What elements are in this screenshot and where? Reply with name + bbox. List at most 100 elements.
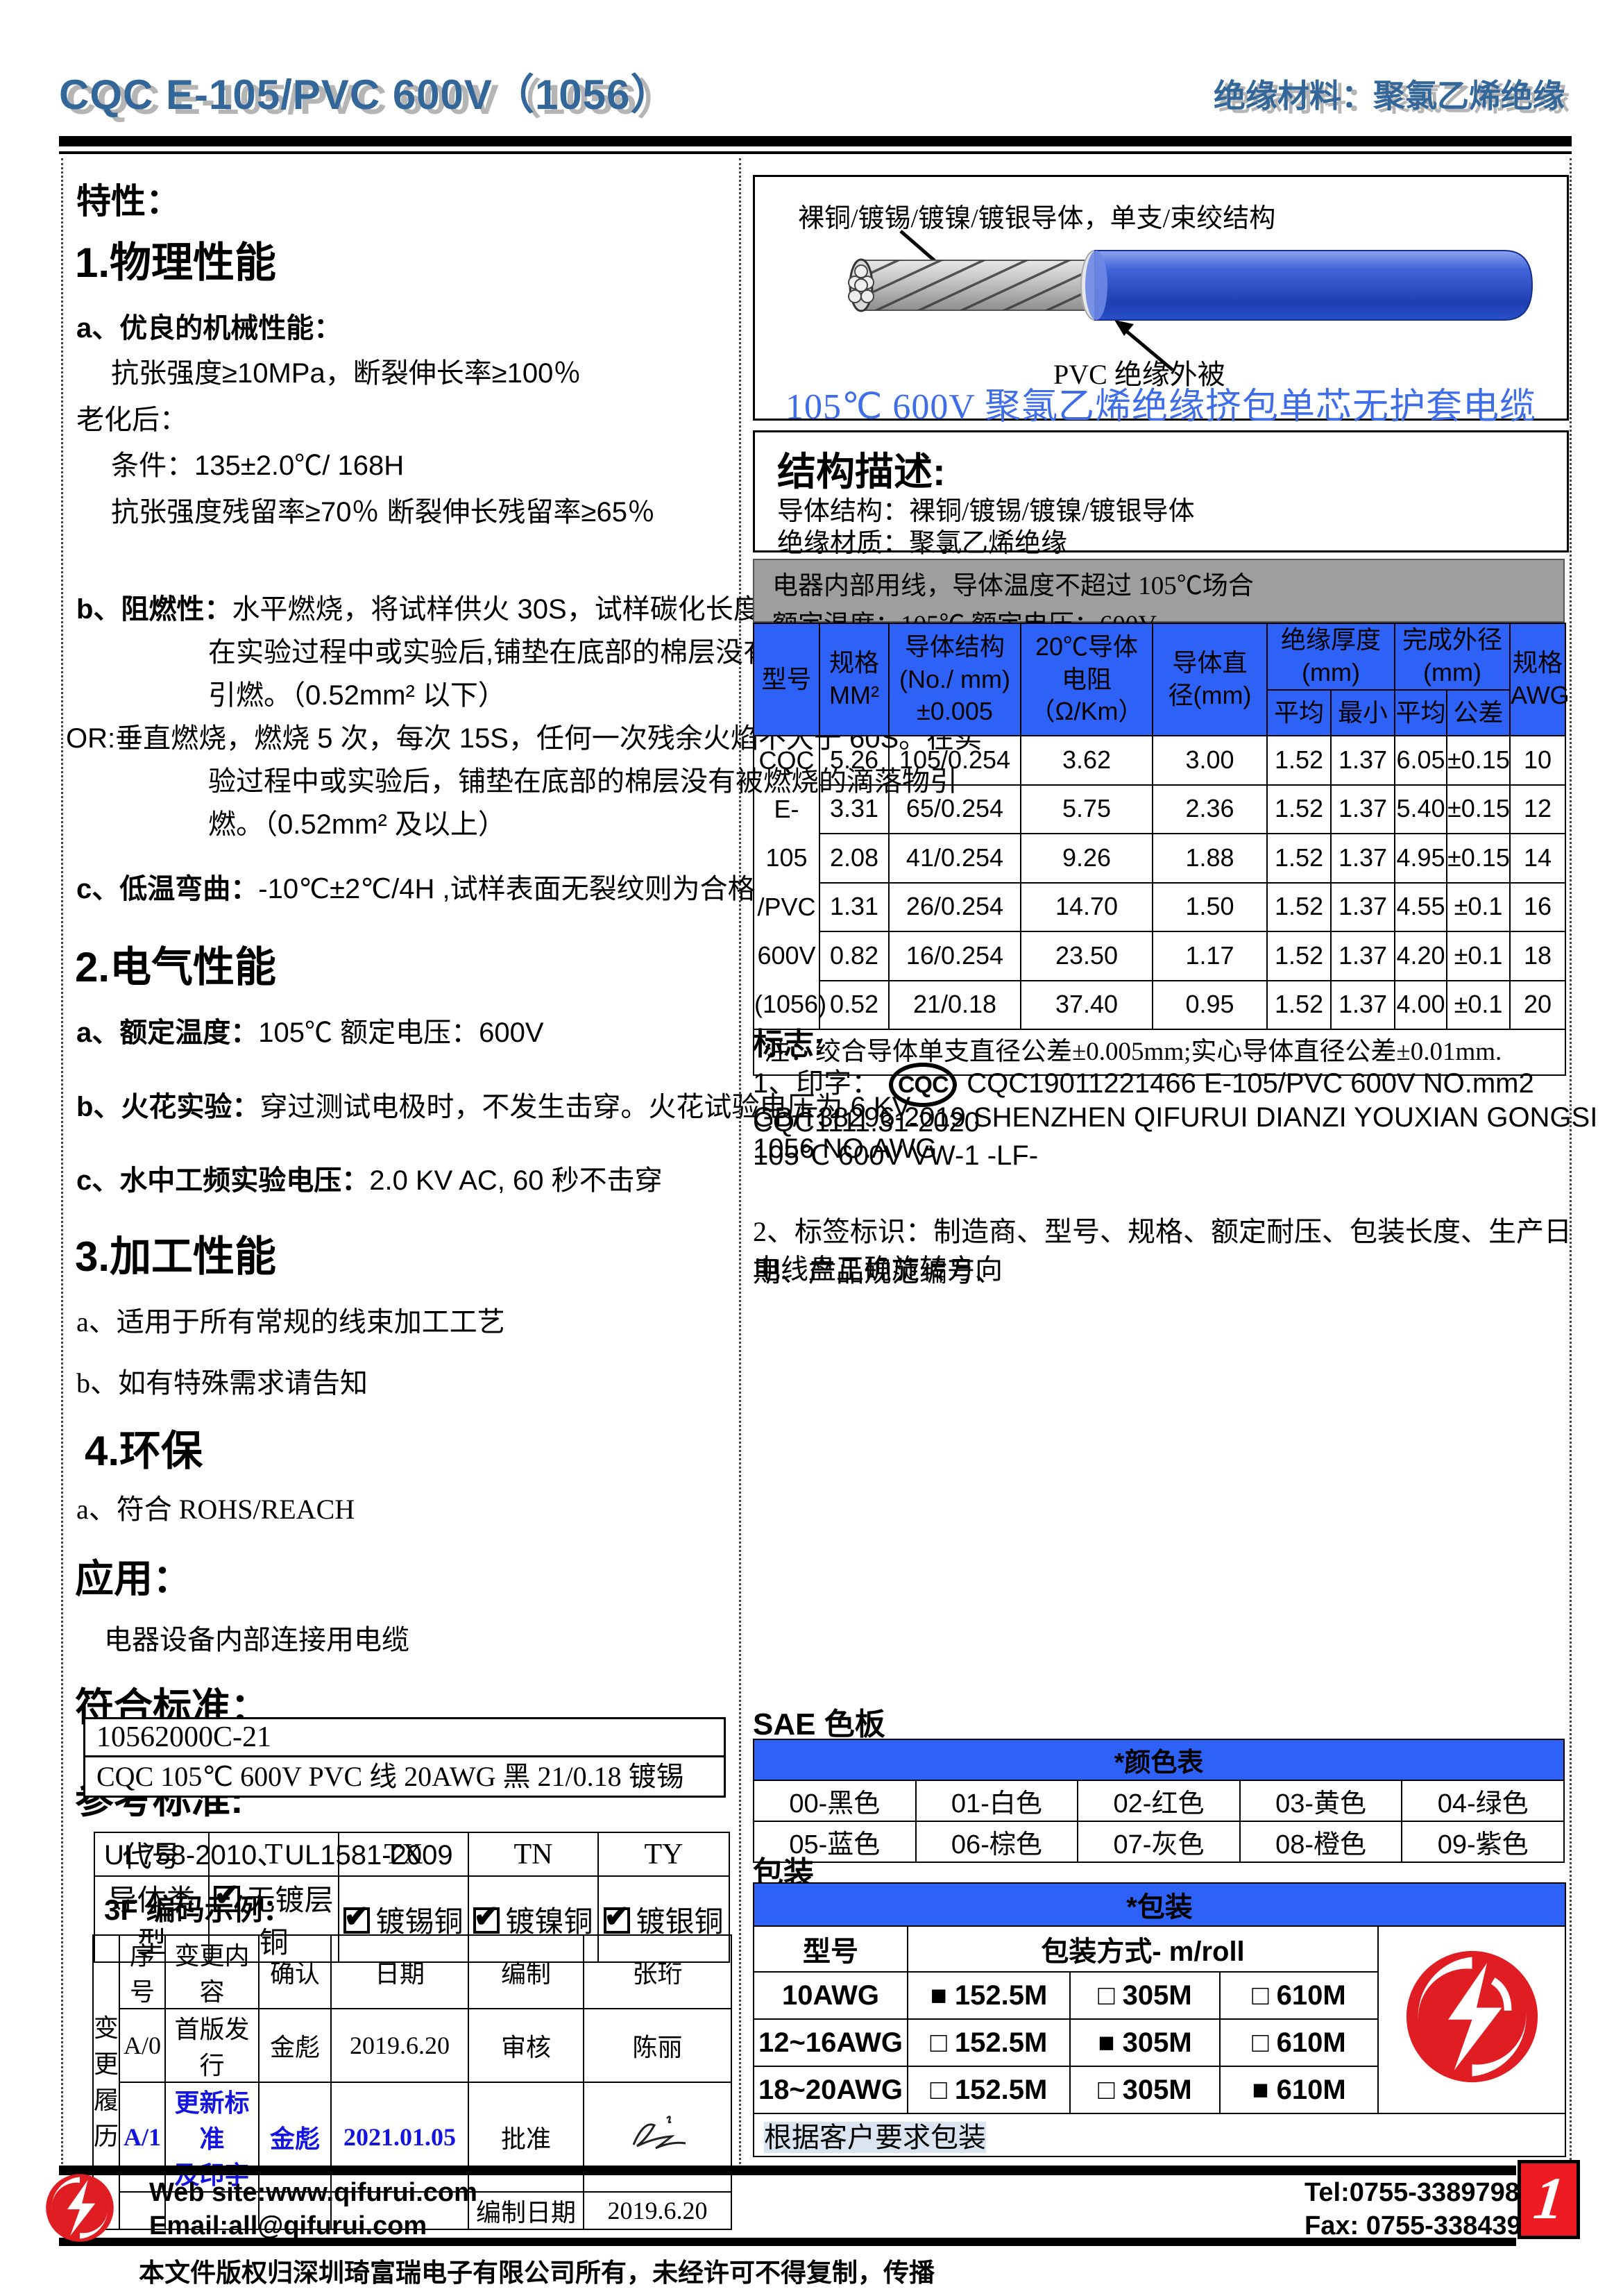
footer-rule-bottom: [59, 2238, 1516, 2246]
flame-label: b、阻燃性：: [76, 594, 232, 625]
cold-bend-label: c、低温弯曲：: [76, 874, 259, 904]
pack-1216awg-610[interactable]: □ 610M: [1219, 2018, 1379, 2067]
history-a1-content: 更新标准 及印字: [164, 2082, 260, 2193]
pack-10awg-610[interactable]: □ 610M: [1219, 1971, 1379, 2020]
code-example-box: 10562000C-21 CQC 105℃ 600V PVC 线 20AWG 黑…: [83, 1717, 726, 1798]
pack-10awg-152[interactable]: ■ 152.5M: [907, 1971, 1071, 2020]
pack-1216awg-152[interactable]: □ 152.5M: [907, 2018, 1071, 2067]
history-prep-date-value: 2019.6.20: [583, 2191, 732, 2230]
history-h-confirm: 确认: [258, 1934, 332, 2009]
color-table-header: *颜色表: [753, 1739, 1565, 1781]
usage-note-band: 电器内部用线，导体温度不超过 105℃场合 额定温度：105℃ 额定电压：600…: [753, 559, 1565, 639]
history-h-review: 审核: [468, 2008, 584, 2083]
code-example-code: 10562000C-21: [85, 1719, 724, 1757]
pack-1820awg-152[interactable]: □ 152.5M: [907, 2066, 1071, 2114]
spec-row: 0.82 16/0.254 23.50 1.17 1.52 1.37 4.20 ±0.1 18: [754, 931, 1567, 981]
or-line3: 燃。（0.52mm² 及以上）: [208, 809, 506, 840]
color-03-yellow: 03-黄色: [1239, 1780, 1403, 1822]
cold-bend-text: -10℃±2℃/4H ,试样表面无裂纹则为合格: [258, 874, 756, 904]
history-prep-date-label: 编制日期: [468, 2191, 584, 2230]
spec-h-resistance: 20℃导体 电阻 （Ω/Km）: [1020, 623, 1153, 736]
history-h-prepare: 编制: [468, 1934, 584, 2009]
pack-1820awg-610[interactable]: ■ 610M: [1219, 2066, 1379, 2114]
processing-a-text: a、适用于所有常规的线束加工工艺: [76, 1306, 505, 1337]
code-header-tx: TX: [338, 1832, 469, 1877]
cable-image: [848, 250, 1533, 321]
rated-temp-text: 105℃ 额定电压：600V: [258, 1018, 544, 1048]
aging-label: 老化后：: [76, 405, 187, 435]
rated-temp-label: a、额定温度：: [76, 1018, 259, 1048]
history-a0-content: 首版发行: [164, 2008, 260, 2083]
section-physical-title: 1.物理性能: [75, 239, 277, 286]
packaging-note: 根据客户要求包装: [764, 2122, 986, 2153]
company-logo-cell: [1377, 1925, 1567, 2114]
history-h-seq: 序号: [119, 1934, 166, 2009]
spec-row: 1.31 26/0.254 14.70 1.50 1.52 1.37 4.55 ±0.1 16: [754, 881, 1567, 933]
footer-tel: Tel:0755-33897988: [1305, 2178, 1534, 2207]
footer-rule-top: [59, 2166, 1516, 2175]
history-a1-confirm: 金彪: [258, 2082, 332, 2193]
section-traits-title: 特性：: [76, 182, 180, 221]
marks-item1-label: 1、印字：: [753, 1068, 880, 1099]
cqc-logo-icon: CQC: [889, 1063, 958, 1108]
spark-test-text: 穿过测试电极时，不发生击穿。火花试验电压为 6 KV: [260, 1092, 911, 1122]
spec-row: 2.08 41/0.254 9.26 1.88 1.52 1.37 4.95 ±0.15 14: [754, 833, 1567, 884]
color-07-gray: 07-灰色: [1077, 1821, 1241, 1863]
marks-item1-line3: 105℃ 600V VW-1 -LF-: [753, 1140, 1039, 1171]
cable-product-title: 105℃ 600V 聚氯乙烯绝缘挤包单芯无护套电缆: [785, 387, 1536, 427]
section-processing-title: 3.加工性能: [75, 1233, 277, 1280]
water-test-text: 2.0 KV AC, 60 秒不击穿: [369, 1165, 663, 1196]
checkbox-bare-copper[interactable]: 无镀层铜: [208, 1875, 339, 1963]
history-a1-date: 2021.01.05: [330, 2082, 469, 2193]
history-approval-signature: [583, 2082, 732, 2193]
history-h-content: 变更内容: [164, 1934, 260, 2009]
spec-h-mm2: 规格 MM²: [819, 623, 890, 736]
marks-item2-line2: 电线盘正确旋转方向: [753, 1253, 1003, 1285]
marks-item2-line1: 2、标签标识：制造商、型号、规格、额定耐压、包装长度、生产日期、产品规范编号、: [753, 1216, 1572, 1288]
packaging-col-model: 型号: [753, 1925, 908, 1973]
arrow-up-icon: [1114, 320, 1174, 371]
section-application-title: 应用：: [75, 1557, 192, 1601]
footer-copyright: 本文件版权归深圳琦富瑞电子有限公司所有，未经许可不得复制，传播: [139, 2259, 935, 2288]
footer-website[interactable]: Web site:www.qifurui.com: [149, 2178, 477, 2207]
spec-h-ins-avg: 平均: [1266, 689, 1332, 736]
cable-illustration-box: 裸铜/镀锡/镀镍/镀银导体，单支/束绞结构: [753, 175, 1569, 427]
frame-divider: [739, 158, 741, 2164]
checked-box-icon: [343, 1899, 371, 1934]
color-08-orange: 08-橙色: [1239, 1821, 1403, 1863]
spec-h-insulation: 绝缘厚度 (mm): [1266, 623, 1396, 691]
physical-a-label: a、优良的机械性能：: [76, 313, 342, 344]
spec-h-od-tol: 公差: [1446, 689, 1511, 736]
code-header-t: T: [208, 1832, 339, 1877]
spark-test-label: b、火花实验：: [76, 1092, 260, 1122]
code-header-ty: TY: [597, 1832, 730, 1877]
history-reviewed-by: 陈丽: [583, 2008, 732, 2083]
spec-row: 0.52 21/0.18 37.40 0.95 1.52 1.37 4.00 ±0.1 20: [754, 979, 1567, 1031]
spec-table: 型号 规格 MM² 导体结构 (No./ mm) ±0.005 20℃导体 电阻…: [752, 623, 1570, 1077]
checked-box-icon: [214, 1877, 241, 1913]
conductor-callout-label: 裸铜/镀锡/镀镍/镀银导体，单支/束绞结构: [798, 204, 1276, 233]
history-a0-seq: A/0: [119, 2008, 166, 2083]
packaging-table-header: *包装: [752, 1882, 1567, 1927]
footer-email[interactable]: Email:all@qifurui.com: [149, 2211, 427, 2240]
insulation-callout-label: PVC 绝缘外被: [1053, 359, 1225, 390]
history-a0-date: 2019.6.20: [330, 2008, 469, 2083]
pack-1820awg-305[interactable]: □ 305M: [1069, 2066, 1221, 2114]
marks-title: 标志:: [753, 1027, 824, 1061]
env-a-text: a、符合 ROHS/REACH: [76, 1494, 355, 1525]
history-a1-seq: A/1: [119, 2082, 166, 2193]
color-02-red: 02-红色: [1077, 1780, 1241, 1822]
pack-1216awg-305[interactable]: ■ 305M: [1069, 2018, 1221, 2067]
section-electrical-title: 2.电气性能: [75, 944, 277, 990]
sae-title: SAE 色板: [753, 1707, 885, 1741]
structure-conductor-text: 导体结构：裸铜/镀锡/镀镍/镀银导体: [777, 497, 1195, 526]
packaging-col-method: 包装方式- m/roll: [907, 1925, 1379, 1973]
spec-h-structure: 导体结构 (No./ mm) ±0.005: [888, 623, 1021, 736]
spec-row: 3.31 65/0.254 5.75 2.36 1.52 1.37 5.40 ±0.15 12: [754, 784, 1567, 835]
pack-10awg-305[interactable]: □ 305M: [1069, 1971, 1221, 2020]
aging-condition-text: 条件：135±2.0℃/ 168H: [111, 450, 405, 481]
color-01-white: 01-白色: [915, 1780, 1079, 1822]
packaging-table: *包装 型号 包装方式- m/roll 10AWG ■ 152.5M □ 305…: [752, 1882, 1567, 2157]
color-table: *颜色表 00-黑色 01-白色 02-红色 03-黄色 04-绿色 05-蓝色…: [753, 1739, 1565, 1863]
frame-right-border: [1570, 158, 1572, 2164]
